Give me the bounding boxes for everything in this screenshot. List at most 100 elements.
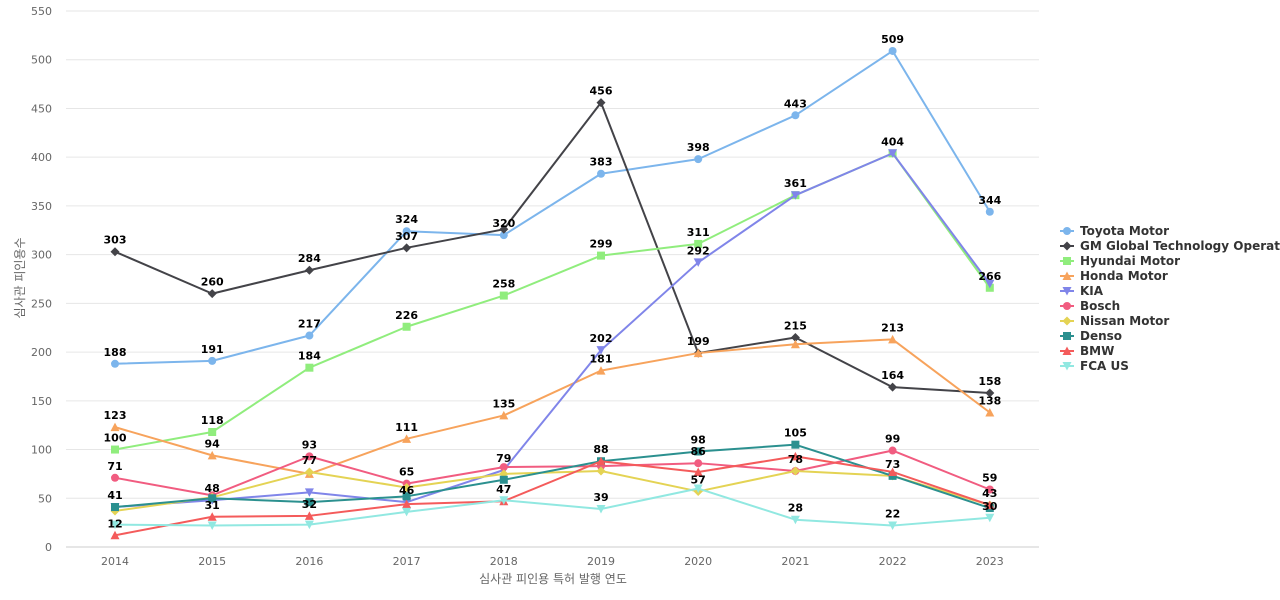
data-point-marker[interactable] [402, 499, 412, 509]
data-point-marker[interactable] [694, 459, 703, 468]
data-point-marker[interactable] [790, 332, 800, 342]
data-point-marker[interactable] [985, 485, 994, 494]
data-point-marker[interactable] [304, 265, 314, 275]
series-line[interactable] [114, 469, 991, 512]
data-point-marker[interactable] [888, 446, 897, 455]
series-line[interactable] [114, 152, 991, 509]
series-toyota-motor[interactable] [111, 46, 994, 368]
data-point-marker[interactable] [596, 366, 606, 375]
series-denso[interactable] [111, 440, 994, 513]
legend-item-hyundai-motor[interactable]: Hyundai Motor [1060, 254, 1180, 268]
data-point-marker[interactable] [402, 507, 412, 517]
legend-item-bosch[interactable]: Bosch [1060, 299, 1120, 313]
series-line[interactable] [114, 101, 991, 395]
data-point-marker[interactable] [402, 483, 412, 493]
data-point-marker[interactable] [985, 388, 995, 398]
series-line[interactable] [114, 487, 991, 527]
data-point-marker[interactable] [985, 408, 995, 417]
data-point-marker[interactable] [499, 475, 508, 484]
data-point-marker[interactable] [304, 520, 314, 530]
legend-item-nissan-motor[interactable]: Nissan Motor [1060, 314, 1169, 328]
data-point-marker[interactable] [110, 530, 120, 540]
data-point-marker[interactable] [305, 363, 314, 372]
data-point-marker[interactable] [111, 503, 119, 512]
data-point-marker[interactable] [791, 440, 800, 449]
data-point-marker[interactable] [110, 520, 120, 530]
data-point-marker[interactable] [888, 334, 898, 344]
data-point-marker[interactable] [888, 149, 898, 158]
data-point-marker[interactable] [305, 331, 314, 340]
data-point-marker[interactable] [304, 467, 314, 477]
data-point-marker[interactable] [888, 467, 898, 476]
series-line[interactable] [114, 49, 991, 365]
data-point-marker[interactable] [499, 496, 509, 505]
data-point-marker[interactable] [596, 466, 606, 476]
data-point-marker[interactable] [694, 155, 703, 164]
series-fca-us[interactable] [110, 484, 995, 531]
data-point-marker[interactable] [985, 500, 995, 510]
data-point-marker[interactable] [111, 359, 119, 368]
data-point-marker[interactable] [693, 348, 703, 358]
series-gm-global-technology-operat[interactable] [110, 98, 995, 398]
data-point-marker[interactable] [208, 494, 217, 503]
data-point-marker[interactable] [790, 515, 800, 525]
legend-item-honda-motor[interactable]: Honda Motor [1060, 269, 1168, 283]
data-point-marker[interactable] [111, 473, 119, 482]
legend-item-gm-global-technology-operat[interactable]: GM Global Technology Operat... [1060, 239, 1280, 253]
data-point-marker[interactable] [402, 492, 411, 501]
series-line[interactable] [114, 152, 991, 451]
data-point-marker[interactable] [305, 452, 314, 461]
data-point-marker[interactable] [207, 450, 217, 460]
legend-item-toyota-motor[interactable]: Toyota Motor [1060, 224, 1169, 238]
data-point-marker[interactable] [596, 98, 606, 108]
data-point-marker[interactable] [499, 410, 509, 420]
data-point-marker[interactable] [596, 504, 606, 514]
data-point-marker[interactable] [596, 456, 606, 466]
data-point-marker[interactable] [790, 466, 800, 476]
data-point-marker[interactable] [402, 227, 411, 236]
data-point-marker[interactable] [110, 247, 120, 257]
data-point-marker[interactable] [790, 451, 800, 461]
data-point-marker[interactable] [985, 207, 994, 216]
data-point-marker[interactable] [985, 513, 995, 523]
data-point-marker[interactable] [499, 224, 509, 234]
data-point-marker[interactable] [790, 191, 800, 200]
data-point-marker[interactable] [110, 422, 120, 432]
data-point-marker[interactable] [304, 511, 314, 520]
series-honda-motor[interactable] [110, 334, 995, 478]
series-nissan-motor[interactable] [110, 466, 995, 516]
series-bmw[interactable] [110, 451, 995, 540]
series-line[interactable] [114, 455, 991, 537]
data-point-marker[interactable] [596, 346, 606, 355]
series-line[interactable] [114, 338, 991, 475]
data-point-marker[interactable] [693, 467, 703, 476]
legend-item-kia[interactable]: KIA [1060, 284, 1104, 298]
data-point-marker[interactable] [694, 447, 703, 456]
legend-item-bmw[interactable]: BMW [1060, 344, 1114, 358]
legend-item-fca-us[interactable]: FCA US [1060, 359, 1129, 373]
data-point-marker[interactable] [499, 463, 508, 472]
data-point-marker[interactable] [888, 521, 898, 531]
series-hyundai-motor[interactable] [111, 149, 994, 454]
data-point-marker[interactable] [305, 498, 314, 507]
data-point-marker[interactable] [499, 231, 508, 240]
data-point-marker[interactable] [304, 488, 314, 497]
data-point-marker[interactable] [208, 356, 217, 365]
data-point-marker[interactable] [888, 382, 898, 392]
data-point-marker[interactable] [208, 428, 217, 437]
data-point-marker[interactable] [693, 484, 703, 494]
data-point-marker[interactable] [985, 279, 995, 289]
data-point-marker[interactable] [597, 169, 605, 178]
data-point-marker[interactable] [402, 322, 411, 331]
data-point-marker[interactable] [402, 434, 412, 443]
data-point-marker[interactable] [790, 339, 800, 349]
data-point-marker[interactable] [207, 521, 217, 531]
data-point-marker[interactable] [597, 251, 605, 260]
series-line[interactable] [114, 443, 991, 510]
data-point-marker[interactable] [791, 111, 800, 120]
data-point-marker[interactable] [888, 46, 897, 55]
data-point-marker[interactable] [207, 289, 217, 299]
data-point-marker[interactable] [693, 258, 703, 267]
data-point-marker[interactable] [499, 291, 508, 300]
legend-item-denso[interactable]: Denso [1060, 329, 1122, 343]
